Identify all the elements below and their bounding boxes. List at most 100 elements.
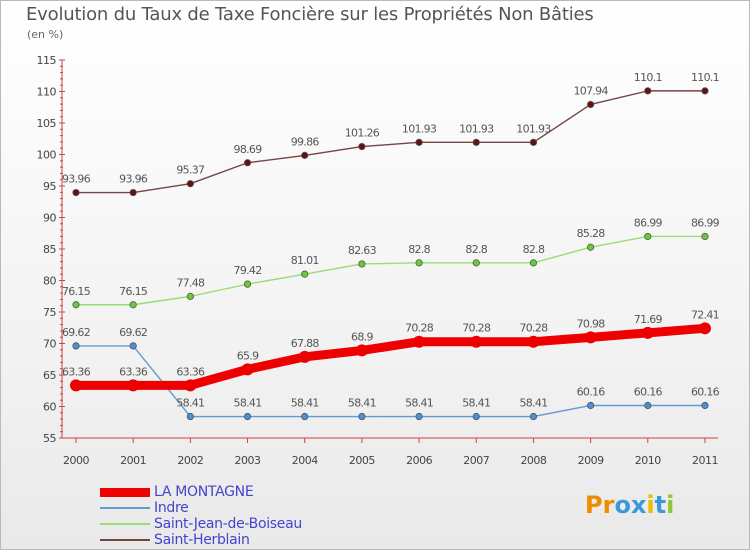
legend-label: Saint-Jean-de-Boiseau	[154, 516, 302, 532]
data-point	[415, 138, 423, 146]
data-point	[529, 259, 538, 267]
data-point	[243, 159, 252, 167]
legend-label: LA MONTAGNE	[154, 484, 254, 500]
data-point	[358, 412, 366, 421]
data-point	[472, 412, 480, 421]
data-label: 82.8	[408, 243, 430, 256]
legend-swatch	[100, 507, 150, 509]
series-line-2	[76, 235, 705, 306]
data-label: 69.62	[119, 326, 147, 339]
chart-legend: LA MONTAGNE Indre Saint-Jean-de-Boiseau Sai…	[100, 484, 302, 548]
data-label: 58.41	[234, 397, 262, 410]
data-label: 70.98	[577, 317, 606, 330]
data-point	[355, 344, 368, 357]
data-label: 58.41	[519, 397, 547, 410]
data-point	[72, 301, 80, 309]
data-point	[301, 270, 309, 278]
data-label: 93.96	[119, 173, 148, 186]
data-point	[644, 232, 652, 241]
data-point	[358, 260, 366, 268]
data-point	[298, 350, 311, 363]
data-point	[243, 280, 252, 288]
data-point	[301, 151, 309, 159]
data-point	[470, 335, 483, 348]
legend-swatch	[100, 539, 150, 541]
y-tick-label: 75	[43, 306, 56, 319]
data-point	[415, 412, 423, 421]
y-tick-label: 110	[37, 86, 57, 99]
data-label: 101.93	[459, 122, 494, 135]
data-label: 93.96	[62, 173, 91, 186]
y-tick-label: 95	[43, 180, 56, 193]
logo-letter: i	[666, 491, 675, 519]
data-point	[129, 301, 137, 309]
proxiti-logo: Proxiti	[585, 491, 674, 519]
data-point	[701, 87, 709, 95]
data-label: 76.15	[119, 285, 148, 298]
data-point	[358, 142, 366, 151]
x-tick-label: 2004	[292, 454, 318, 467]
legend-label: Indre	[154, 500, 189, 516]
data-point	[641, 326, 654, 339]
legend-swatch	[100, 487, 150, 497]
y-tick-label: 70	[43, 338, 56, 351]
data-label: 71.69	[634, 313, 663, 326]
logo-letter: i	[646, 491, 655, 519]
data-label: 70.28	[519, 322, 548, 335]
data-point	[472, 138, 480, 146]
data-point	[184, 379, 197, 392]
x-tick-label: 2002	[177, 454, 203, 467]
data-point	[527, 335, 540, 348]
y-tick-label: 60	[43, 401, 56, 414]
data-point	[472, 259, 480, 267]
data-label: 86.99	[691, 216, 720, 229]
x-tick-label: 2006	[406, 454, 432, 467]
y-tick-label: 55	[43, 432, 56, 445]
data-point	[644, 401, 652, 410]
data-label: 63.36	[119, 365, 148, 378]
legend-item: Saint-Jean-de-Boiseau	[100, 516, 302, 532]
data-label: 85.28	[577, 227, 606, 240]
data-label: 60.16	[691, 385, 720, 398]
y-tick-label: 80	[43, 275, 56, 288]
series-line-1	[76, 345, 705, 418]
x-tick-label: 2008	[520, 454, 546, 467]
data-point	[644, 87, 652, 95]
legend-swatch	[100, 523, 150, 525]
data-point	[415, 259, 423, 267]
data-point	[584, 331, 597, 344]
y-tick-label: 90	[43, 212, 56, 225]
data-label: 58.41	[176, 397, 204, 410]
legend-label: Saint-Herblain	[154, 532, 250, 548]
legend-item: LA MONTAGNE	[100, 484, 302, 500]
y-tick-label: 85	[43, 243, 56, 256]
chart-subtitle: (en %)	[27, 28, 64, 41]
data-label: 58.41	[405, 397, 433, 410]
data-label: 68.9	[351, 330, 373, 343]
x-tick-label: 2001	[120, 454, 146, 467]
series-line-3	[76, 90, 705, 194]
data-point	[529, 138, 538, 146]
data-point	[587, 100, 595, 109]
data-label: 99.86	[291, 135, 320, 148]
logo-letter: t	[654, 491, 667, 519]
data-label: 63.36	[176, 365, 205, 378]
y-tick-label: 115	[37, 54, 57, 67]
data-label: 58.41	[462, 397, 490, 410]
data-label: 70.28	[462, 322, 491, 335]
data-label: 77.48	[176, 276, 205, 289]
data-point	[698, 322, 711, 335]
data-label: 107.94	[573, 84, 608, 97]
data-label: 69.62	[62, 326, 90, 339]
data-label: 60.16	[577, 385, 606, 398]
y-tick-label: 100	[37, 149, 57, 162]
data-point	[243, 412, 252, 421]
data-label: 79.42	[234, 264, 262, 277]
data-label: 65.9	[237, 349, 259, 362]
data-label: 72.41	[691, 308, 719, 321]
data-point	[587, 243, 595, 251]
data-point	[301, 412, 309, 421]
data-label: 82.8	[523, 243, 545, 256]
